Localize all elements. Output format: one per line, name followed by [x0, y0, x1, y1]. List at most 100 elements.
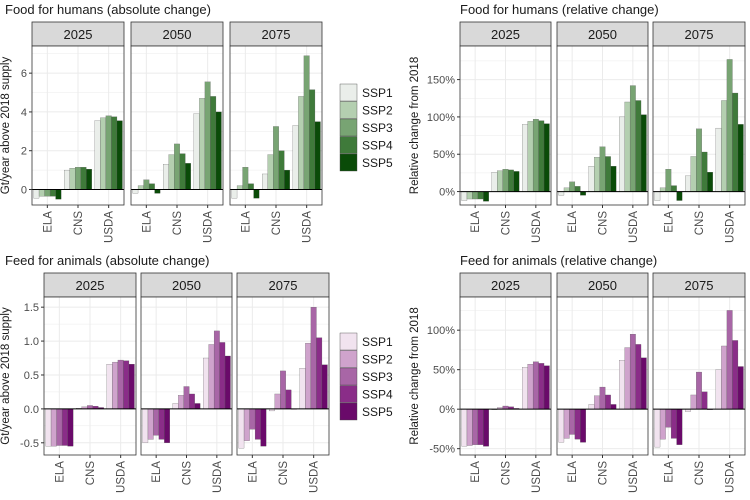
bar-2075-CNS-SSP2 — [274, 393, 281, 410]
bar-2050-CNS-SSP4 — [605, 156, 611, 192]
bar-2025-ELA-SSP1 — [33, 189, 40, 199]
x-tick-label: ELA — [470, 461, 482, 483]
bar-2050-ELA-SSP5 — [580, 409, 586, 443]
x-tick-label: CNS — [598, 211, 610, 236]
facet-strip — [43, 272, 137, 298]
bar-2025-USDA-SSP5 — [116, 120, 123, 190]
bar-2075-CNS-SSP1 — [685, 175, 691, 192]
bar-2075-CNS-SSP4 — [701, 151, 708, 192]
facet-panel-2075: 2075 ELA CNS USDA — [652, 21, 746, 243]
bar-2075-ELA-SSP2 — [659, 409, 666, 440]
legend-label-SSP4: SSP4 — [362, 139, 393, 153]
bar-2025-USDA-SSP4 — [123, 360, 130, 410]
bar-2025-CNS-SSP3 — [502, 169, 509, 192]
facet-strip — [459, 21, 552, 47]
bar-2025-ELA-SSP1 — [45, 408, 52, 447]
legend-label-SSP1: SSP1 — [362, 86, 393, 100]
bar-2050-ELA-SSP4 — [158, 408, 165, 440]
bar-2075-CNS-SSP4 — [278, 150, 285, 190]
bar-2075-ELA-SSP2 — [659, 187, 666, 192]
bar-2050-USDA-SSP5 — [640, 357, 647, 410]
bar-2050-USDA-SSP5 — [224, 355, 231, 410]
legend-label-SSP5: SSP5 — [362, 156, 393, 170]
legend-label-SSP1: SSP1 — [362, 335, 393, 349]
bar-2075-CNS-SSP4 — [701, 391, 708, 410]
bar-2050-CNS-SSP4 — [189, 393, 195, 410]
bar-2025-USDA-SSP1 — [106, 364, 113, 410]
bar-2025-CNS-SSP1 — [64, 169, 70, 190]
bar-2075-USDA-SSP2 — [721, 345, 728, 410]
facet-label: 2075 — [269, 278, 298, 293]
x-tick-label: CNS — [694, 211, 706, 236]
chart-3: Feed for animals (absolute change) Gt/yea… — [0, 253, 393, 493]
bar-2075-USDA-SSP2 — [298, 96, 305, 190]
bar-2075-ELA-SSP1 — [654, 409, 661, 448]
chart-4: Feed for animals (relative change) Relati… — [409, 253, 746, 493]
bar-2075-CNS-SSP2 — [690, 394, 697, 410]
bar-2050-USDA-SSP3 — [629, 334, 636, 410]
facet-strip — [459, 272, 552, 298]
bar-2025-USDA-SSP3 — [532, 361, 539, 410]
bar-2050-USDA-SSP3 — [629, 85, 636, 192]
bar-2050-CNS-SSP1 — [163, 164, 169, 190]
bar-2075-ELA-SSP5 — [676, 409, 683, 445]
bar-2025-USDA-SSP4 — [538, 120, 545, 192]
bar-2050-USDA-SSP5 — [640, 114, 647, 192]
bar-2025-CNS-SSP4 — [508, 169, 514, 192]
x-tick-label: USDA — [309, 461, 321, 493]
bar-2025-USDA-SSP2 — [527, 364, 534, 410]
x-tick-label: ELA — [567, 211, 579, 233]
bar-2025-USDA-SSP1 — [522, 367, 528, 410]
bar-2025-CNS-SSP2 — [497, 170, 503, 192]
bar-2075-USDA-SSP2 — [721, 100, 728, 192]
bar-2025-ELA-SSP2 — [50, 408, 57, 447]
x-tick-label: ELA — [247, 461, 259, 483]
x-tick-label: CNS — [598, 461, 610, 486]
x-tick-label: USDA — [531, 211, 543, 243]
bar-2050-ELA-SSP2 — [563, 187, 570, 192]
x-tick-label: CNS — [73, 211, 85, 236]
bar-2025-USDA-SSP2 — [112, 361, 119, 410]
bar-2075-USDA-SSP1 — [299, 368, 306, 410]
bar-2025-ELA-SSP5 — [483, 191, 489, 202]
bar-2075-CNS-SSP3 — [280, 370, 286, 410]
y-tick-label: 50% — [433, 365, 455, 377]
bar-2050-USDA-SSP3 — [204, 81, 211, 190]
bar-2050-CNS-SSP4 — [179, 153, 186, 190]
facet-strip — [236, 272, 330, 298]
bar-2050-ELA-SSP2 — [563, 409, 570, 439]
x-tick-label: ELA — [663, 211, 675, 233]
facet-label: 2025 — [64, 27, 93, 42]
bar-2050-ELA-SSP1 — [558, 409, 565, 443]
bar-2050-USDA-SSP3 — [213, 330, 220, 410]
bar-2075-ELA-SSP3 — [665, 169, 672, 192]
y-tick-label: 0 — [21, 184, 27, 196]
bar-2050-CNS-SSP5 — [610, 166, 617, 192]
y-tick-label: 100% — [427, 325, 455, 337]
bar-2075-USDA-SSP5 — [321, 364, 328, 410]
facet-panel-2075: 2075 ELA CNS USDA — [652, 272, 746, 493]
bar-2025-ELA-SSP5 — [67, 408, 74, 447]
x-tick-label: ELA — [470, 211, 482, 233]
legend-swatch-SSP4 — [339, 385, 358, 403]
facet-label: 2075 — [685, 27, 714, 42]
x-tick-label: ELA — [567, 461, 579, 483]
facet-strip — [130, 21, 224, 47]
facet-label: 2075 — [685, 278, 714, 293]
facet-panel-2025: 2025 ELA CNS USDA — [459, 21, 552, 243]
bar-2075-USDA-SSP5 — [314, 121, 321, 190]
facet-panel-2075: 2075 ELA CNS USDA — [236, 272, 330, 493]
bar-2050-USDA-SSP2 — [199, 98, 206, 190]
bar-2075-USDA-SSP4 — [732, 340, 739, 410]
y-axis-label: Relative change from 2018 — [409, 307, 421, 444]
bar-2025-USDA-SSP3 — [105, 115, 112, 190]
bar-2075-ELA-SSP3 — [249, 408, 256, 430]
x-tick-label: CNS — [271, 211, 283, 236]
bar-2075-ELA-SSP3 — [665, 409, 672, 428]
bar-2050-USDA-SSP2 — [624, 101, 631, 192]
x-tick-label: CNS — [172, 211, 184, 236]
facet-label: 2050 — [588, 27, 617, 42]
bar-2075-ELA-SSP1 — [654, 191, 661, 201]
facet-label: 2025 — [491, 278, 520, 293]
bar-2025-USDA-SSP5 — [543, 365, 550, 410]
